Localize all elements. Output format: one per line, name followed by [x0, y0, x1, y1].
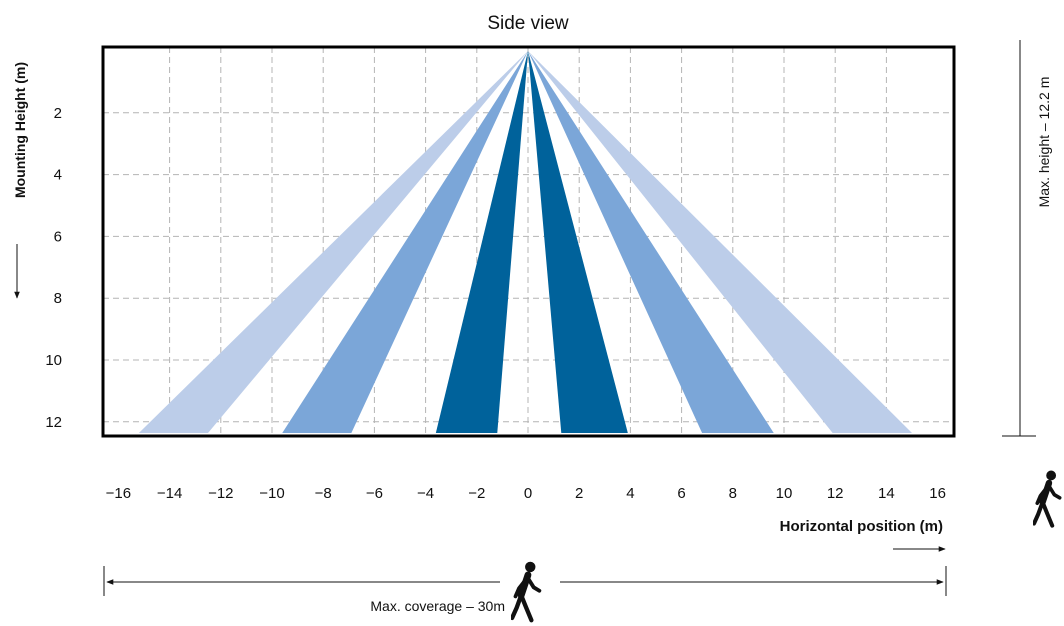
- x-tick-label: 14: [878, 485, 895, 502]
- beam-fans: [138, 51, 912, 433]
- beam-inner-left: [435, 51, 528, 433]
- y-tick-label: 4: [54, 167, 62, 184]
- x-axis-title: Horizontal position (m): [780, 518, 943, 535]
- x-tick-label: −16: [106, 485, 131, 502]
- x-tick-label: 4: [626, 485, 634, 502]
- x-tick-label: 8: [729, 485, 737, 502]
- x-tick-label: −6: [366, 485, 383, 502]
- x-tick-label: 0: [524, 485, 532, 502]
- beam-middle-right: [528, 51, 774, 433]
- y-tick-label: 10: [45, 352, 62, 369]
- x-tick-label: −10: [259, 485, 284, 502]
- beam-outer-right: [528, 51, 912, 433]
- x-tick-label: 6: [677, 485, 685, 502]
- x-tick-label: −8: [315, 485, 332, 502]
- x-tick-label: −2: [468, 485, 485, 502]
- beam-middle-left: [282, 51, 528, 433]
- beam-inner-right: [528, 51, 628, 433]
- max-height-label: Max. height – 12.2 m: [1036, 77, 1052, 208]
- y-tick-labels: 2 4 6 8 10 12: [45, 105, 62, 431]
- person-walking-icon: [1034, 471, 1060, 526]
- plot-frame: [101, 45, 956, 438]
- x-tick-label: 2: [575, 485, 583, 502]
- y-tick-label: 2: [54, 105, 62, 122]
- x-tick-label: 16: [929, 485, 946, 502]
- chart-title: Side view: [487, 13, 569, 34]
- y-tick-label: 6: [54, 228, 62, 245]
- y-tick-label: 12: [45, 414, 62, 431]
- x-tick-label: −4: [417, 485, 434, 502]
- max-coverage-label: Max. coverage – 30m: [370, 598, 505, 614]
- y-tick-label: 8: [54, 290, 62, 307]
- x-tick-label: −14: [157, 485, 182, 502]
- beam-outer-left: [138, 51, 528, 433]
- x-tick-labels: −16 −14 −12 −10 −8 −6 −4 −2 0 2 4 6 8 10 12 14 16: [106, 485, 946, 502]
- y-axis-title: Mounting Height (m): [12, 62, 28, 198]
- x-tick-label: 12: [827, 485, 844, 502]
- person-walking-icon: [512, 562, 539, 620]
- x-tick-label: −12: [208, 485, 233, 502]
- x-tick-label: 10: [776, 485, 793, 502]
